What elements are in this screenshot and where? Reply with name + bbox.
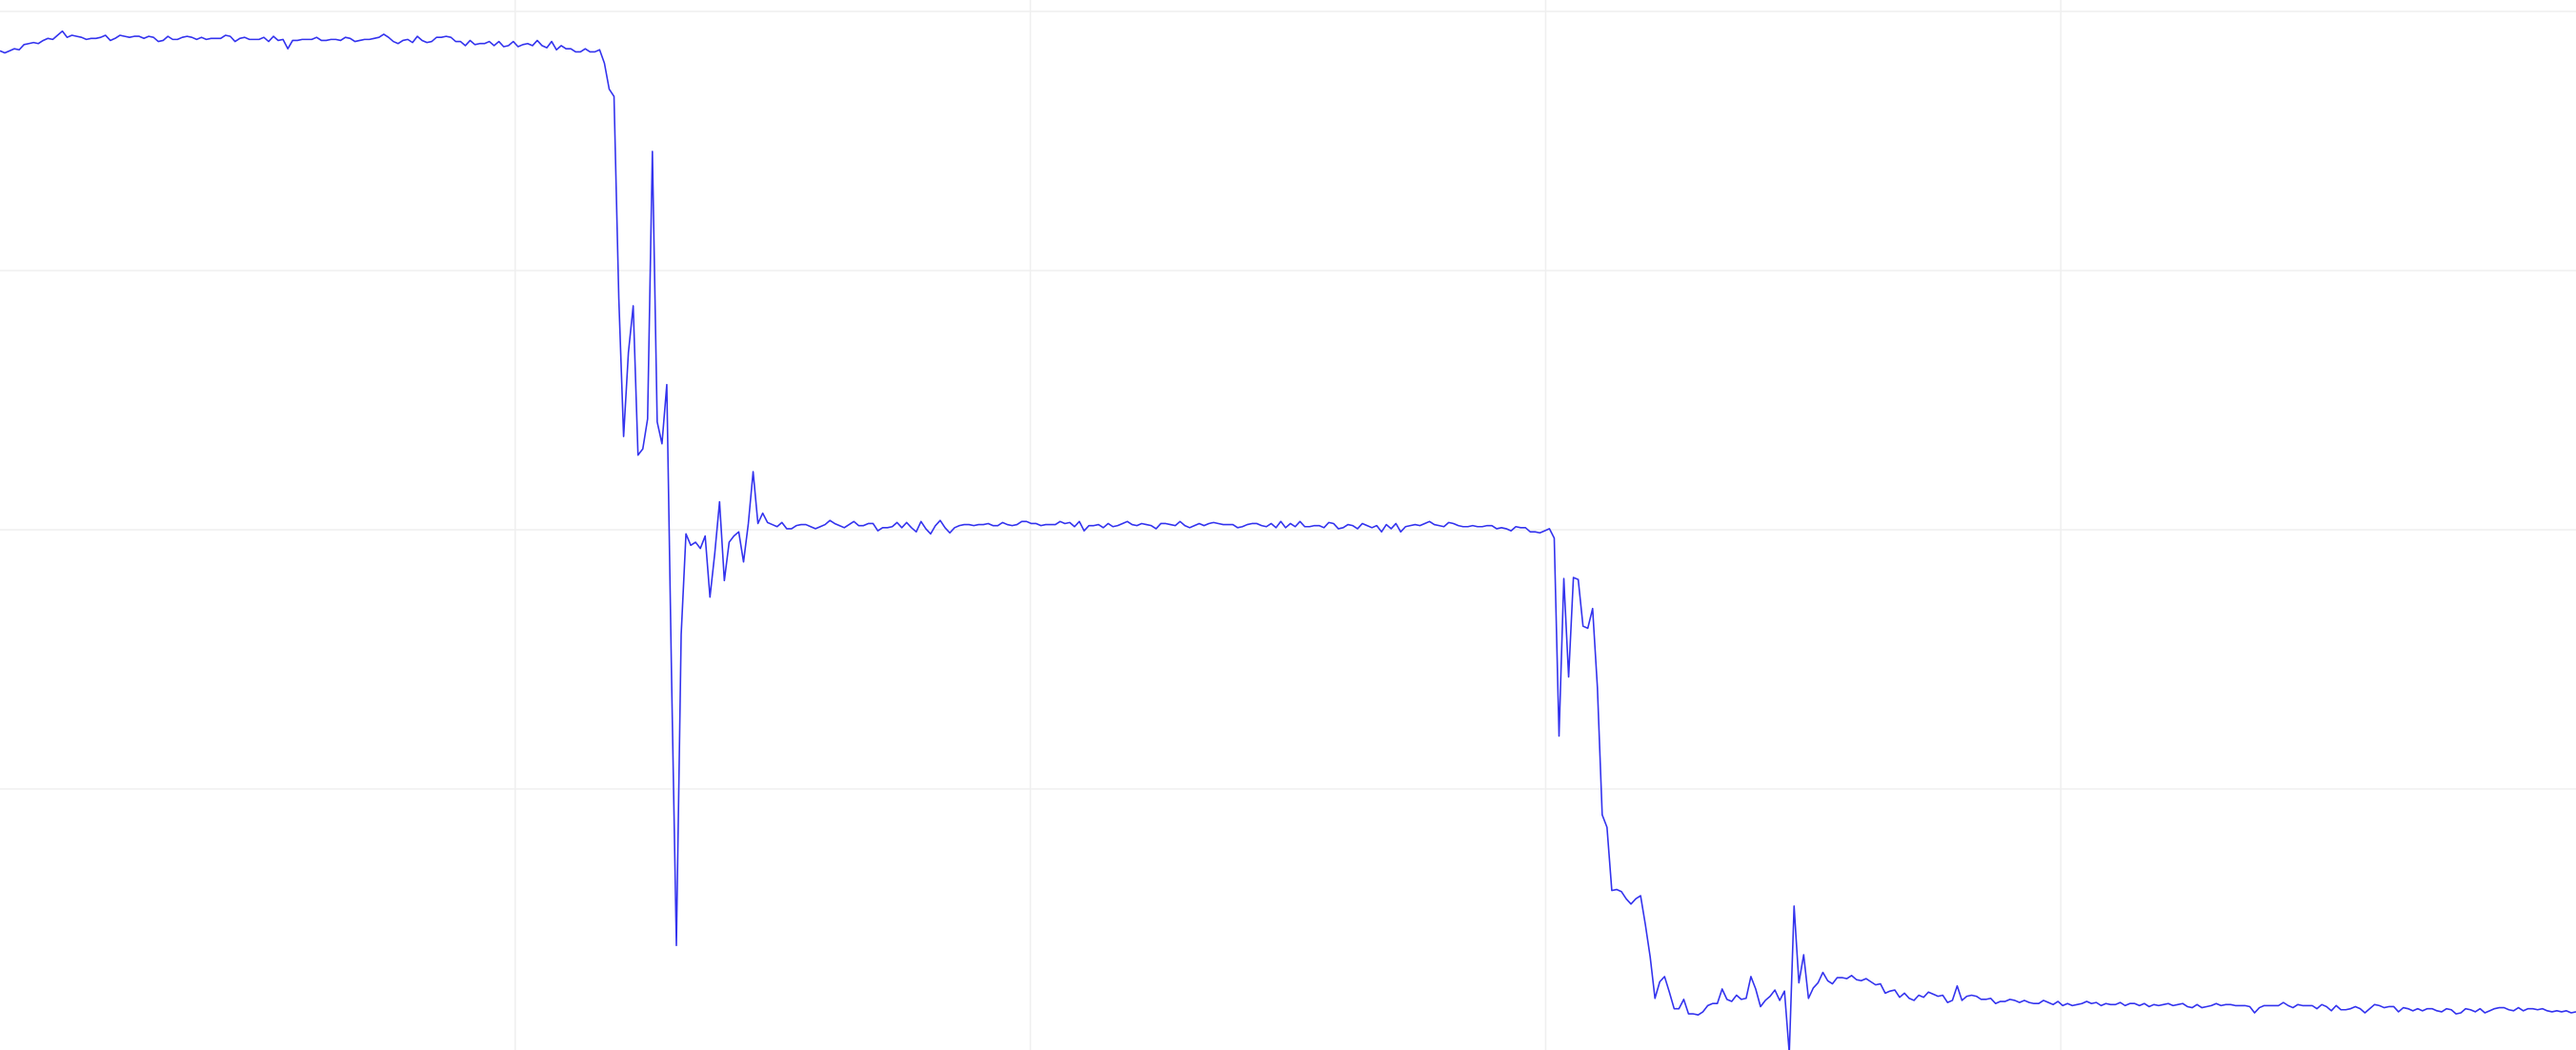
series-layer [0,30,2576,1050]
series-line-0 [0,30,2576,1050]
